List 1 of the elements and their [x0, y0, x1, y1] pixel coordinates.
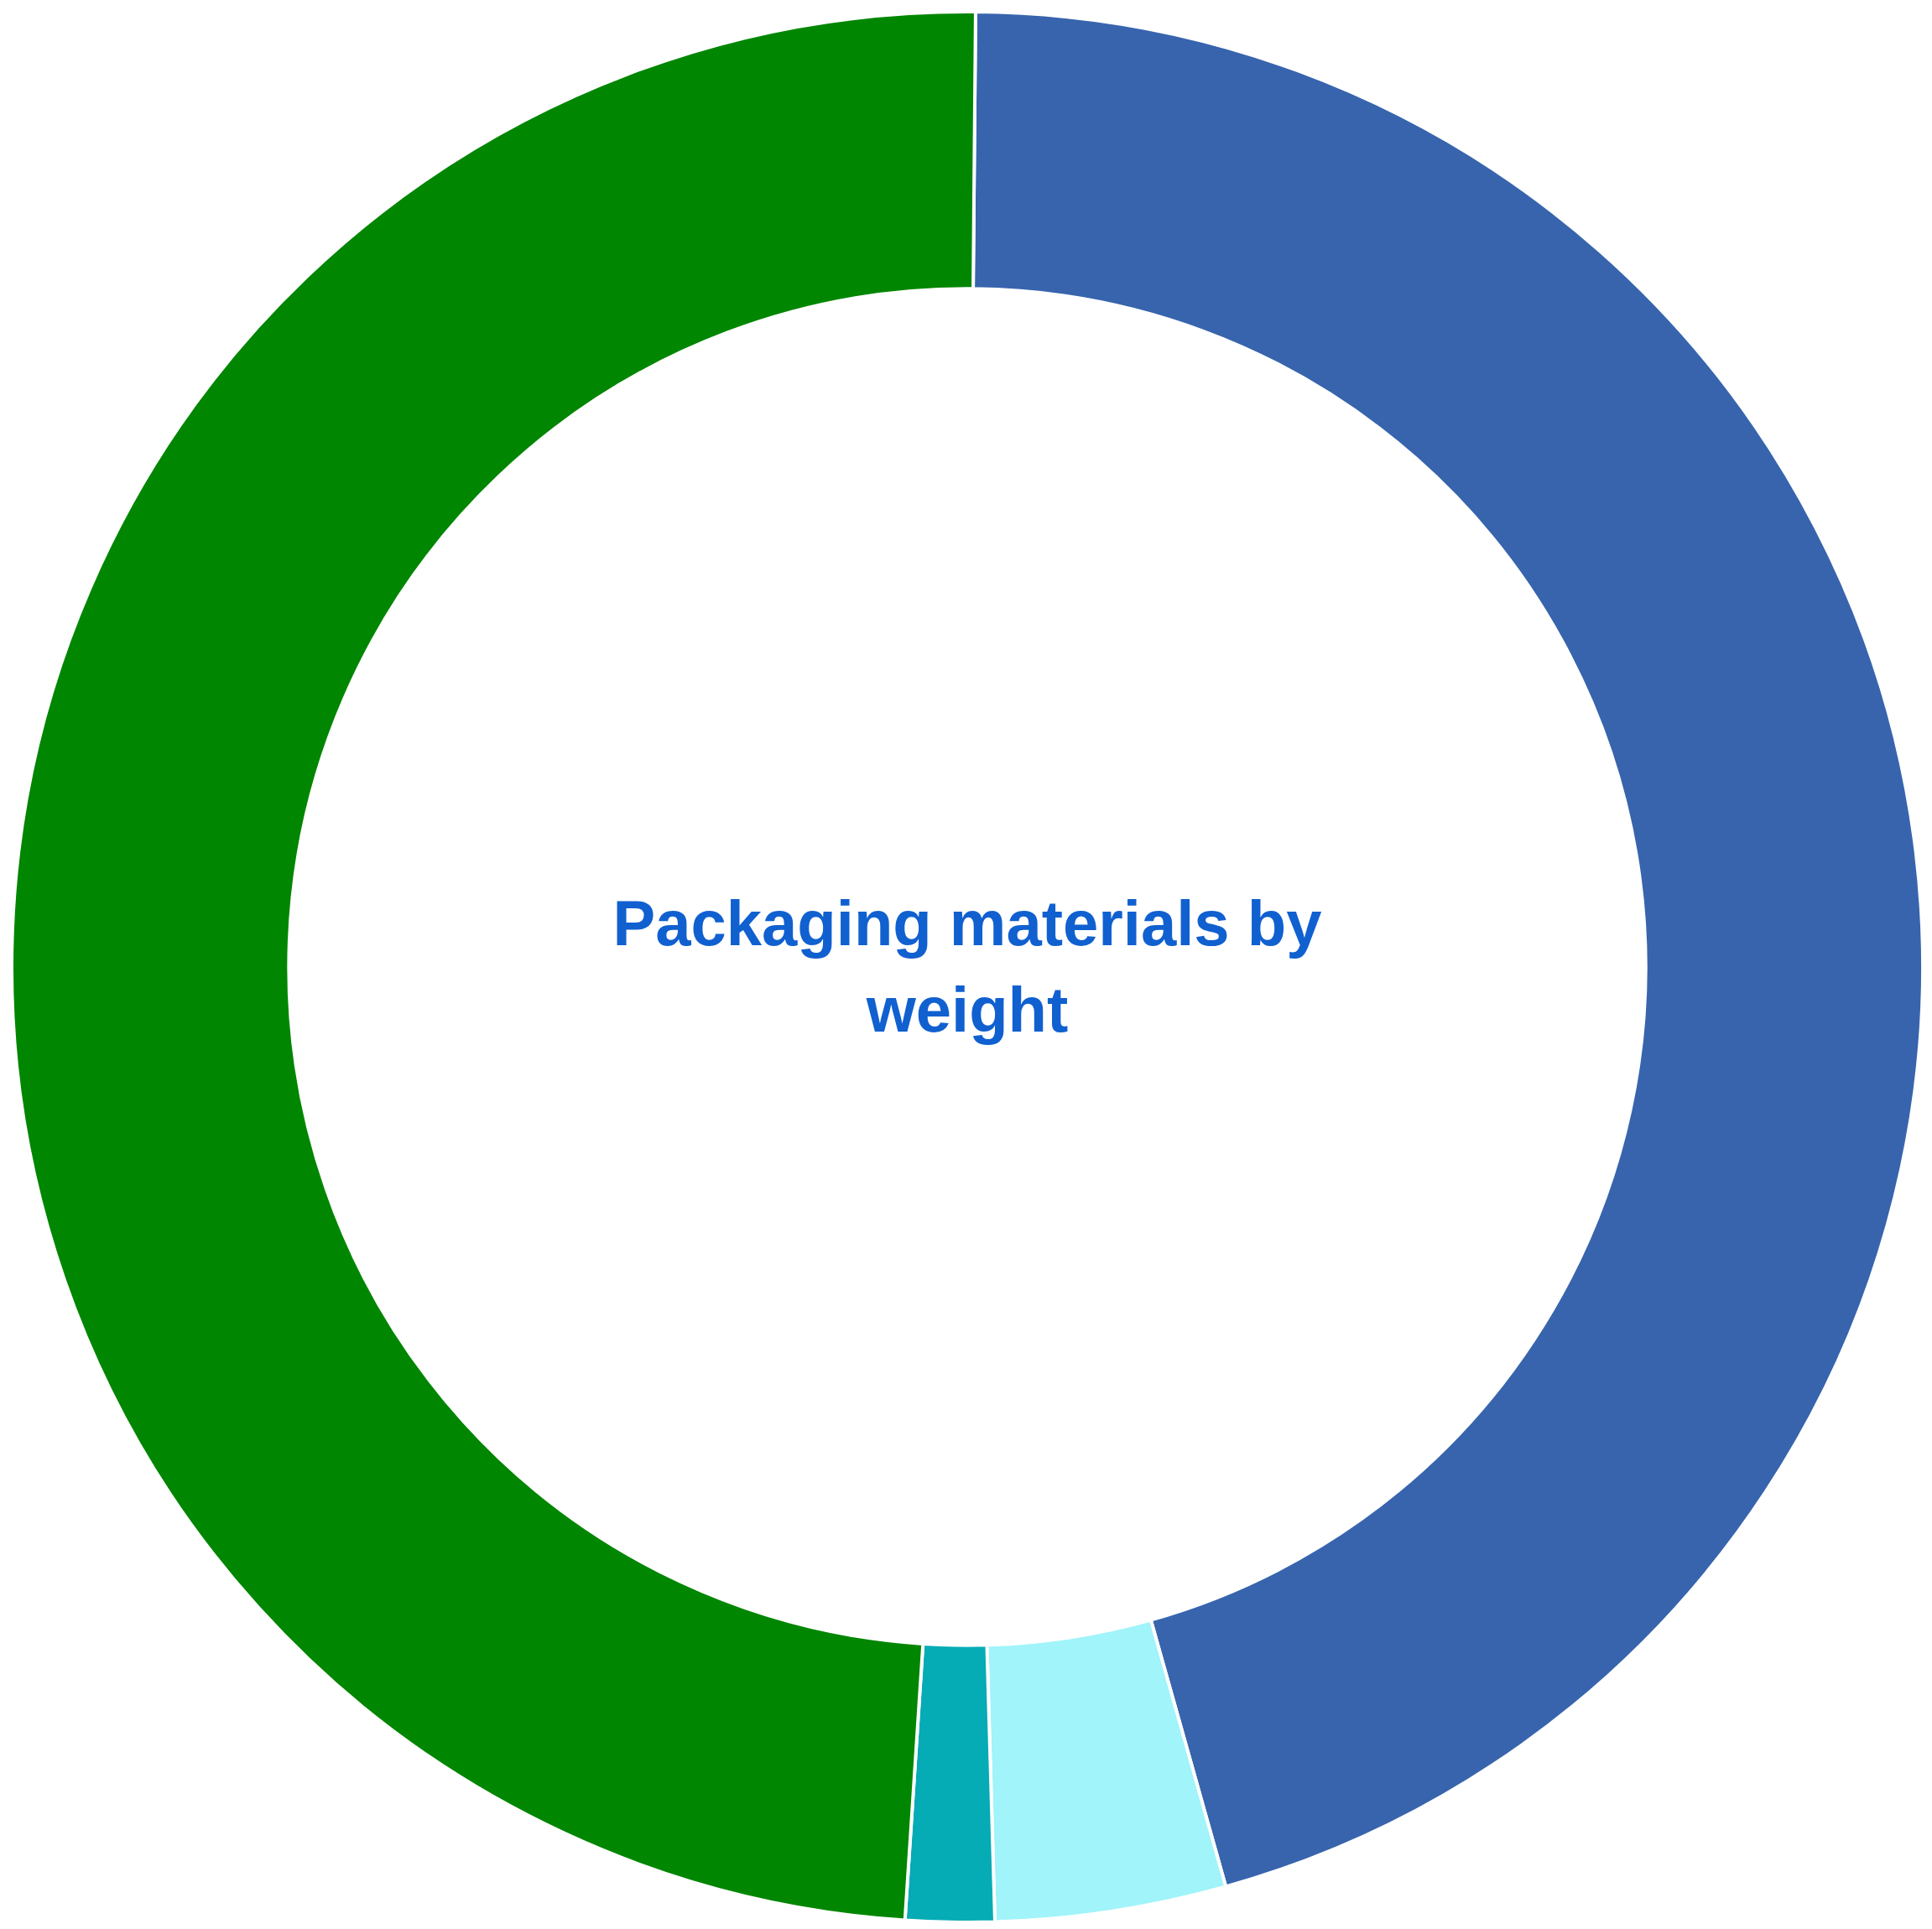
- text: Packaging materials by weight: [612, 887, 1323, 1047]
